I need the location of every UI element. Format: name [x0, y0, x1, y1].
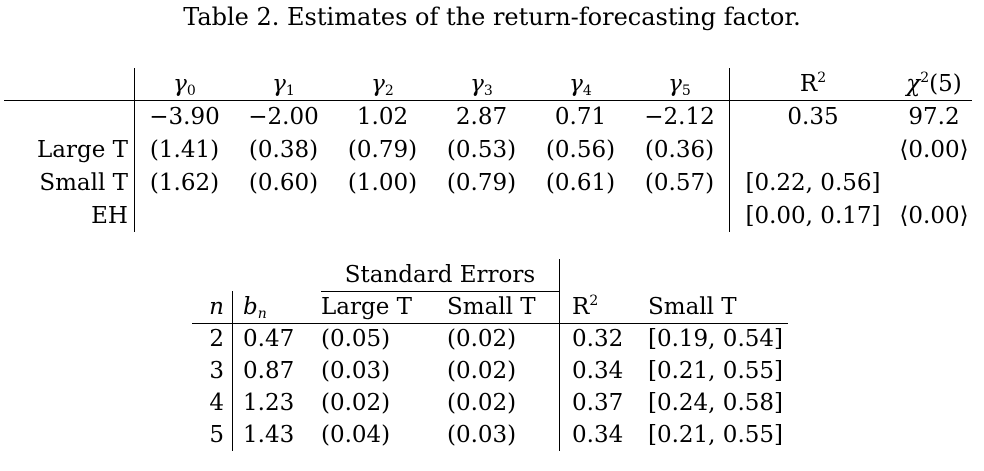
table-cell: 1.43	[232, 419, 321, 451]
table-cell: 0.87	[232, 355, 321, 387]
table-cell: (0.60)	[248, 169, 319, 196]
chi-squared-header: χ2(5)	[896, 68, 972, 101]
table-cell: 97.2	[908, 103, 960, 130]
table-cell: (0.02)	[447, 323, 560, 355]
table-cell: [0.21, 0.55]	[648, 422, 783, 448]
table-cell: [0.19, 0.54]	[648, 326, 783, 353]
table-cell	[134, 199, 234, 232]
empty-cell	[192, 259, 233, 291]
table-row: EH [0.00, 0.17] ⟨0.00⟩	[4, 199, 972, 232]
empty-cell	[233, 259, 322, 291]
table-cell: 0.37	[572, 390, 624, 416]
table-cell: [0.22, 0.56]	[729, 166, 896, 199]
table-cell: (0.79)	[446, 169, 517, 196]
standard-errors-header: Standard Errors	[321, 259, 560, 292]
table-header-row: n bn Large T Small T R2 Small T	[192, 291, 788, 324]
empty-cell	[648, 259, 788, 291]
table-cell: (0.04)	[321, 422, 391, 448]
table-cell: ⟨0.00⟩	[899, 136, 969, 163]
table-header-row: γ0 γ1 γ2 γ3 γ4 γ5 R2 χ2(5)	[4, 68, 972, 101]
table-cell: (1.41)	[134, 133, 234, 166]
bn-header: bn	[232, 291, 321, 324]
row-label	[4, 100, 135, 133]
factor-estimates-table: γ0 γ1 γ2 γ3 γ4 γ5 R2 χ2(5) −3.90 −2.00 1…	[4, 68, 972, 232]
table-cell: 1.23	[232, 387, 321, 419]
table-cell: (1.62)	[134, 166, 234, 199]
table-row: −3.90 −2.00 1.02 2.87 0.71 −2.12 0.35 97…	[4, 100, 972, 133]
gamma-4-header: γ4	[531, 68, 630, 101]
table-cell: 0.34	[572, 422, 624, 448]
table-cell	[531, 199, 630, 232]
table-row: 4 1.23 (0.02) (0.02) 0.37 [0.24, 0.58]	[192, 387, 788, 419]
table-row: Large T (1.41) (0.38) (0.79) (0.53) (0.5…	[4, 133, 972, 166]
group-header-row: Standard Errors	[192, 259, 788, 292]
table-cell: (0.38)	[248, 136, 319, 163]
table-cell: 0.47	[232, 323, 321, 355]
row-label: EH	[91, 202, 128, 229]
table-cell	[630, 199, 730, 232]
table-row: 5 1.43 (0.04) (0.03) 0.34 [0.21, 0.55]	[192, 419, 788, 451]
n-header: n	[192, 291, 233, 324]
table-cell: 0.71	[554, 103, 607, 130]
table-cell: (0.02)	[447, 387, 560, 419]
table-cell: −2.12	[644, 103, 715, 130]
table-row: Small T (1.62) (0.60) (1.00) (0.79) (0.6…	[4, 166, 972, 199]
r-squared-header: R2	[729, 68, 896, 101]
gamma-2-header: γ2	[333, 68, 432, 101]
table-cell: (0.61)	[545, 169, 616, 196]
empty-cell	[560, 259, 649, 291]
table-cell	[333, 199, 432, 232]
table-cell: 2	[209, 326, 224, 353]
table-row: 2 0.47 (0.05) (0.02) 0.32 [0.19, 0.54]	[192, 323, 788, 355]
table-cell: 1.02	[356, 103, 409, 130]
table-cell: 0.34	[572, 358, 624, 384]
table-cell: (1.00)	[347, 169, 418, 196]
table-cell: [0.24, 0.58]	[648, 390, 783, 416]
row-label: Small T	[39, 169, 128, 196]
row-label: Large T	[37, 136, 128, 163]
table-caption: Table 2. Estimates of the return-forecas…	[183, 3, 801, 31]
table-cell: (0.03)	[447, 419, 560, 451]
small-t-header: Small T	[447, 291, 560, 324]
table-cell: (0.36)	[644, 136, 715, 163]
table-cell: (0.57)	[644, 169, 715, 196]
gamma-5-header: γ5	[630, 68, 730, 101]
table-cell: 3	[209, 358, 224, 384]
table-cell: [0.21, 0.55]	[648, 358, 783, 384]
table-cell: (0.05)	[321, 326, 391, 353]
standard-errors-table: Standard Errors n bn Large T Small T R2 …	[192, 259, 788, 451]
table-cell: [0.00, 0.17]	[729, 199, 896, 232]
table-cell: (0.02)	[447, 355, 560, 387]
table-cell: (0.03)	[321, 358, 391, 384]
small-t-r2-header: Small T	[648, 291, 788, 324]
table-cell: ⟨0.00⟩	[899, 202, 969, 229]
r-squared-header: R2	[559, 291, 648, 324]
table-cell	[234, 199, 333, 232]
table-cell	[432, 199, 531, 232]
table-cell: (0.53)	[446, 136, 517, 163]
table-cell: (0.56)	[545, 136, 616, 163]
gamma-3-header: γ3	[432, 68, 531, 101]
table-cell: 0.35	[729, 100, 896, 133]
table-cell: 2.87	[455, 103, 508, 130]
large-t-header: Large T	[321, 291, 447, 324]
table-cell: 4	[209, 390, 224, 416]
table-cell: −2.00	[248, 103, 319, 130]
row-label-header	[4, 68, 135, 101]
gamma-0-header: γ0	[134, 68, 234, 101]
table-cell: 5	[209, 422, 224, 448]
table-cell	[729, 133, 896, 166]
table-cell: 0.32	[572, 326, 624, 353]
table-cell: −3.90	[134, 100, 234, 133]
table-cell: (0.02)	[321, 390, 391, 416]
table-cell: (0.79)	[347, 136, 418, 163]
gamma-1-header: γ1	[234, 68, 333, 101]
table-cell	[896, 166, 972, 199]
table-row: 3 0.87 (0.03) (0.02) 0.34 [0.21, 0.55]	[192, 355, 788, 387]
